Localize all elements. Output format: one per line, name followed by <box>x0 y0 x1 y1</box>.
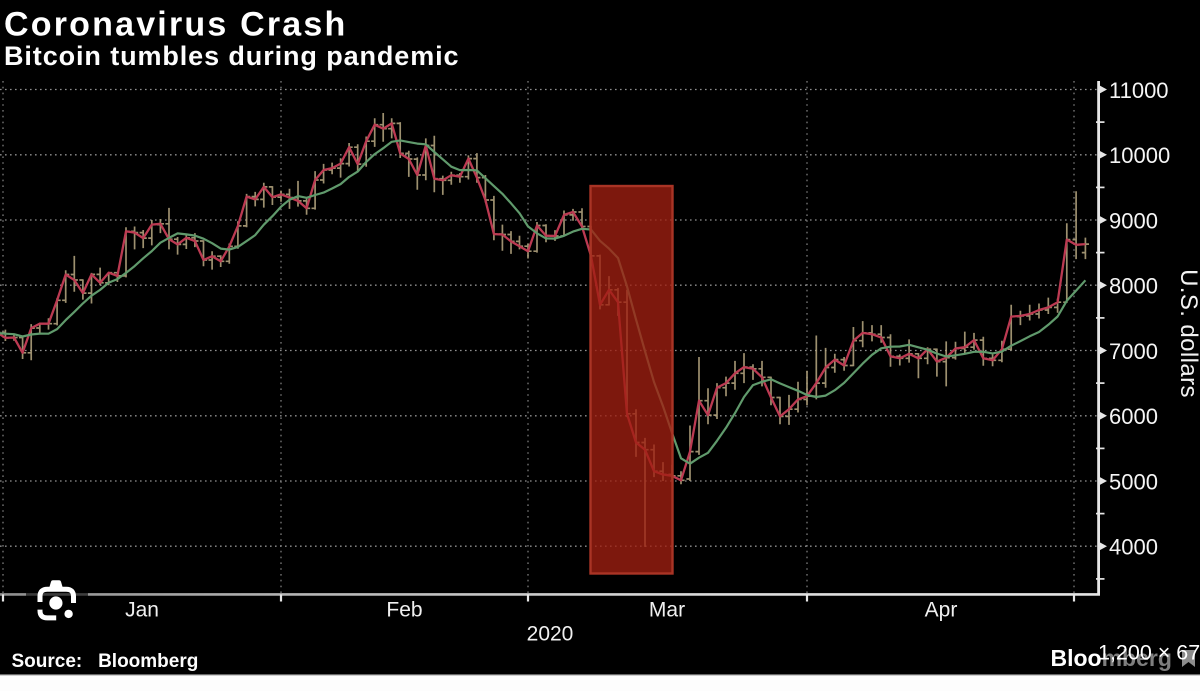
svg-text:U.S. dollars: U.S. dollars <box>1175 269 1200 398</box>
svg-text:9000: 9000 <box>1109 208 1158 233</box>
svg-text:5000: 5000 <box>1109 469 1158 494</box>
svg-text:Feb: Feb <box>386 599 422 622</box>
svg-text:4000: 4000 <box>1109 535 1158 560</box>
svg-text:11000: 11000 <box>1109 78 1169 103</box>
svg-text:Source: Bloomberg: Source: Bloomberg <box>12 651 199 672</box>
svg-text:7000: 7000 <box>1109 339 1158 364</box>
svg-text:2020: 2020 <box>527 623 574 646</box>
svg-text:Jan: Jan <box>125 599 159 622</box>
svg-text:Bitcoin tumbles during pandemi: Bitcoin tumbles during pandemic <box>4 41 459 71</box>
svg-text:Mar: Mar <box>649 599 685 622</box>
svg-text:1,200 × 675: 1,200 × 675 <box>1098 641 1200 665</box>
svg-text:10000: 10000 <box>1109 143 1170 168</box>
svg-text:6000: 6000 <box>1109 404 1158 429</box>
svg-text:Bloomberg: Bloomberg <box>1051 645 1172 671</box>
svg-text:8000: 8000 <box>1109 274 1158 299</box>
svg-text:Apr: Apr <box>925 599 958 622</box>
svg-text:Coronavirus Crash: Coronavirus Crash <box>4 6 347 44</box>
